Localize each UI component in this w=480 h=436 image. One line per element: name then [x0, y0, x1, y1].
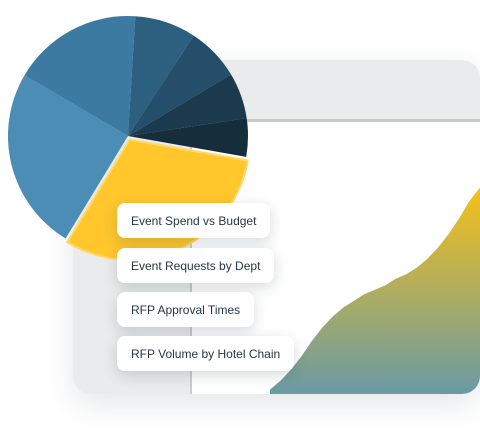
- pie-slice-4: [128, 16, 194, 136]
- area-series: [270, 187, 480, 394]
- report-option-rfp-volume-by-hotel-chain[interactable]: RFP Volume by Hotel Chain: [117, 336, 295, 371]
- pie-slice-2: [7, 75, 128, 239]
- report-option-rfp-approval-times[interactable]: RFP Approval Times: [117, 292, 255, 327]
- pie-slice-5: [128, 35, 232, 136]
- report-option-event-requests-by-dept[interactable]: Event Requests by Dept: [117, 248, 275, 283]
- report-option-event-spend-vs-budget[interactable]: Event Spend vs Budget: [117, 203, 271, 238]
- pie-slice-7: [128, 118, 248, 157]
- pie-slice-3: [24, 15, 136, 136]
- pie-slice-6: [128, 74, 247, 136]
